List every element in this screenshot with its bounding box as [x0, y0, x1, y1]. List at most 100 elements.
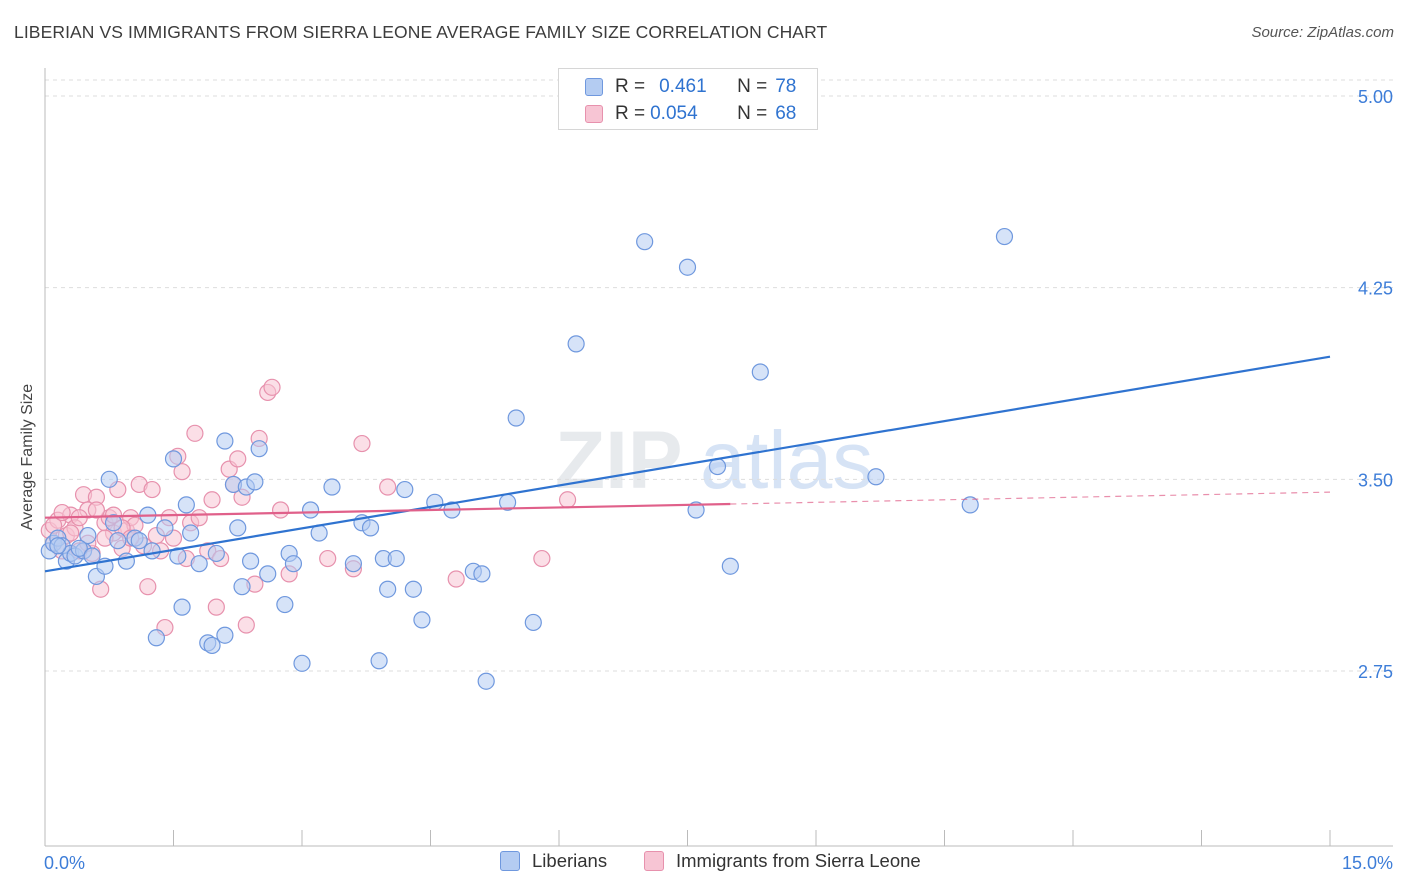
- legend-item-liberians[interactable]: Liberians: [500, 850, 607, 872]
- watermark-zip: ZIP: [555, 415, 683, 506]
- axes: [44, 68, 1393, 847]
- data-point-sierra-leone: [186, 424, 204, 442]
- data-point-sierra-leone: [379, 478, 397, 496]
- n-value: 68: [775, 103, 797, 124]
- data-point-liberian: [177, 496, 195, 514]
- stats-legend: R = 0.461 N = 78 R = 0.054 N = 68: [558, 68, 818, 130]
- series-legend: Liberians Immigrants from Sierra Leone: [0, 850, 1406, 878]
- data-point-sierra-leone: [87, 501, 106, 519]
- data-point-liberian: [109, 532, 127, 550]
- legend-item-sierra-leone[interactable]: Immigrants from Sierra Leone: [644, 850, 921, 872]
- data-point-liberian: [361, 519, 380, 537]
- data-point-sierra-leone: [207, 598, 225, 616]
- data-point-liberian: [233, 578, 251, 596]
- data-point-liberian: [524, 613, 542, 632]
- data-point-liberian: [173, 598, 191, 616]
- n-label: N =: [737, 103, 768, 124]
- legend-row-liberians: R = 0.461 N = 78: [585, 74, 796, 100]
- data-point-liberian: [293, 654, 311, 672]
- data-point-sierra-leone: [319, 549, 337, 568]
- data-point-liberian: [636, 233, 654, 251]
- trend-line-sierra-leone-extension: [730, 491, 1331, 505]
- legend-swatch-blue: [585, 78, 603, 96]
- data-point-liberian: [721, 557, 739, 575]
- data-point-liberian: [49, 537, 67, 555]
- data-point-sierra-leone: [263, 378, 281, 396]
- data-point-sierra-leone: [447, 570, 465, 588]
- data-point-liberian: [203, 636, 221, 655]
- data-point-liberian: [147, 629, 165, 647]
- data-point-liberian: [961, 496, 979, 514]
- data-point-liberian: [387, 549, 405, 568]
- data-point-liberian: [751, 363, 769, 381]
- data-point-sierra-leone: [271, 501, 290, 519]
- data-point-liberian: [207, 544, 225, 563]
- n-label: N =: [737, 76, 768, 97]
- data-point-sierra-leone: [353, 434, 371, 453]
- y-tick-label: 3.50: [1358, 470, 1393, 490]
- data-point-liberian: [117, 552, 135, 570]
- data-point-liberian: [259, 565, 277, 583]
- data-point-liberian: [276, 595, 294, 614]
- legend-swatch-pink: [585, 105, 603, 123]
- data-point-liberian: [567, 335, 585, 353]
- r-label: R =: [615, 103, 646, 124]
- data-point-liberian: [477, 672, 495, 690]
- series-liberians: [40, 227, 1014, 690]
- r-value: 0.461: [659, 76, 707, 97]
- legend-label-sierra-leone: Immigrants from Sierra Leone: [676, 850, 921, 871]
- data-point-liberian: [687, 501, 705, 519]
- trend-line-sierra-leone: [44, 502, 731, 519]
- data-point-liberian: [242, 552, 260, 570]
- data-point-liberian: [413, 611, 431, 629]
- data-point-sierra-leone: [190, 509, 208, 527]
- data-point-sierra-leone: [558, 491, 577, 509]
- data-point-liberian: [100, 470, 118, 488]
- data-point-liberian: [156, 519, 174, 537]
- data-point-liberian: [473, 565, 491, 583]
- data-point-liberian: [250, 440, 268, 458]
- n-value: 78: [775, 76, 797, 97]
- data-point-liberian: [216, 626, 234, 644]
- y-tick-label: 5.00: [1358, 87, 1393, 107]
- data-point-liberian: [229, 519, 247, 537]
- data-point-liberian: [164, 450, 183, 468]
- data-point-sierra-leone: [139, 578, 157, 596]
- data-point-liberian: [379, 580, 397, 598]
- legend-swatch-blue: [500, 851, 520, 871]
- data-point-liberian: [190, 555, 208, 573]
- data-point-liberian: [246, 473, 264, 491]
- data-point-liberian: [404, 580, 422, 598]
- data-point-sierra-leone: [143, 480, 161, 499]
- data-point-liberian: [867, 468, 885, 486]
- watermark-atlas: atlas: [700, 415, 873, 506]
- data-point-liberian: [216, 432, 234, 450]
- trend-lines: [44, 355, 1331, 573]
- watermark: ZIP atlas: [555, 415, 873, 506]
- data-point-sierra-leone: [203, 491, 221, 509]
- data-point-liberian: [70, 539, 88, 557]
- r-label: R =: [615, 76, 646, 97]
- data-point-sierra-leone: [237, 616, 255, 634]
- data-point-liberian: [995, 227, 1014, 246]
- chart-title: LIBERIAN VS IMMIGRANTS FROM SIERRA LEONE…: [14, 22, 828, 42]
- data-point-liberian: [169, 547, 187, 565]
- legend-row-sierra-leone: R = 0.054 N = 68: [585, 101, 796, 127]
- y-tick-label: 2.75: [1358, 662, 1393, 682]
- tick-labels: 2.75 3.50 4.25 5.00 0.0% 15.0%: [44, 87, 1393, 873]
- data-point-liberian: [678, 258, 697, 276]
- data-point-sierra-leone: [533, 549, 551, 568]
- data-point-liberian: [284, 555, 303, 573]
- data-point-liberian: [370, 652, 388, 670]
- data-point-liberian: [344, 555, 362, 573]
- r-value: 0.054: [650, 103, 698, 124]
- data-point-liberian: [507, 409, 525, 427]
- legend-label-liberians: Liberians: [532, 850, 608, 871]
- data-point-sierra-leone: [173, 463, 191, 481]
- legend-swatch-pink: [644, 851, 664, 871]
- data-point-liberian: [396, 480, 414, 499]
- data-point-liberian: [323, 478, 341, 496]
- data-point-sierra-leone: [229, 450, 247, 468]
- data-point-liberian: [79, 526, 97, 545]
